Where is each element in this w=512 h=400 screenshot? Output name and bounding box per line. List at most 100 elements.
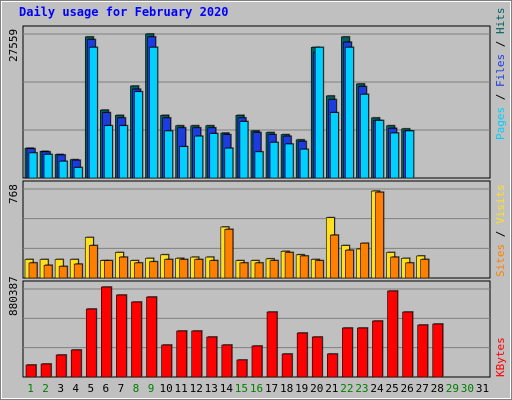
bar-kbytes-day-12 [191, 330, 203, 378]
bar-kbytes-day-21 [326, 353, 338, 378]
x-tick-label-1: 1 [27, 382, 34, 395]
x-tick-label-7: 7 [118, 382, 125, 395]
bar-sites-day-3 [58, 266, 68, 279]
x-tick-label-3: 3 [57, 382, 64, 395]
bar-sites-day-16 [254, 262, 264, 279]
bar-pages-day-17 [269, 142, 279, 179]
bar-sites-day-15 [239, 262, 249, 279]
x-tick-label-9: 9 [148, 382, 155, 395]
legend-pages-files-hits: Pages / Files / Hits [494, 8, 507, 141]
x-tick-label-27: 27 [416, 382, 429, 395]
bar-kbytes-day-7 [116, 294, 127, 378]
bar-sites-day-7 [119, 256, 128, 279]
bar-sites-day-12 [194, 259, 204, 279]
x-tick-label-22: 22 [340, 382, 353, 395]
x-tick-label-8: 8 [133, 382, 140, 395]
bar-kbytes-day-3 [55, 354, 67, 378]
x-tick-label-23: 23 [355, 382, 368, 395]
x-tick-label-18: 18 [280, 382, 293, 395]
bar-kbytes-day-27 [417, 324, 428, 378]
bar-pages-day-1 [28, 152, 38, 179]
bar-sites-day-25 [390, 256, 399, 279]
bar-kbytes-day-11 [176, 330, 187, 378]
bar-pages-day-4 [73, 167, 83, 179]
legend-files: Files [494, 53, 507, 87]
bar-pages-day-10 [164, 130, 173, 179]
bar-pages-day-14 [224, 147, 234, 179]
bar-kbytes-day-14 [221, 344, 233, 378]
bar-kbytes-day-1 [25, 364, 37, 378]
bar-sites-day-9 [149, 261, 158, 279]
bar-sites-day-13 [209, 260, 219, 279]
panel-2-ymax-label: 768 [7, 184, 20, 204]
bar-pages-day-23 [360, 94, 369, 179]
bar-kbytes-day-19 [296, 332, 308, 378]
legend-separator: / [494, 34, 507, 54]
legend-kbytes: KBytes [494, 337, 507, 377]
bar-kbytes-day-22 [342, 327, 353, 378]
x-tick-label-30: 30 [461, 382, 474, 395]
chart-title: Daily usage for February 2020 [19, 5, 229, 19]
x-tick-label-15: 15 [235, 382, 248, 395]
legend-pages: Pages [494, 106, 507, 140]
x-tick-label-2: 2 [42, 382, 49, 395]
x-tick-label-10: 10 [159, 382, 172, 395]
bar-pages-day-19 [299, 148, 309, 179]
x-tick-label-26: 26 [401, 382, 414, 395]
bar-pages-day-13 [209, 133, 219, 179]
bar-kbytes-day-17 [266, 311, 278, 378]
bar-kbytes-day-13 [206, 336, 218, 378]
x-tick-label-25: 25 [385, 382, 398, 395]
x-tick-label-16: 16 [250, 382, 263, 395]
bar-sites-day-8 [134, 262, 143, 279]
bar-pages-day-3 [58, 160, 68, 179]
bar-pages-day-24 [375, 120, 384, 179]
bar-kbytes-day-2 [40, 363, 52, 378]
x-tick-label-24: 24 [370, 382, 384, 395]
bar-pages-day-2 [43, 154, 53, 179]
bar-kbytes-day-28 [432, 323, 444, 378]
bar-pages-day-22 [345, 47, 354, 179]
bar-kbytes-day-8 [131, 301, 142, 378]
bar-kbytes-day-6 [101, 286, 112, 378]
bar-pages-day-6 [104, 125, 113, 179]
bar-kbytes-day-16 [251, 345, 263, 378]
bar-pages-day-16 [254, 151, 264, 179]
bar-kbytes-day-10 [161, 344, 172, 378]
bar-kbytes-day-26 [402, 311, 413, 378]
bar-pages-day-21 [329, 112, 339, 179]
bar-kbytes-day-15 [236, 359, 248, 378]
x-tick-label-4: 4 [72, 382, 79, 395]
bar-kbytes-day-9 [146, 296, 157, 378]
bar-kbytes-day-5 [85, 308, 97, 378]
legend-separator: / [494, 87, 507, 107]
bar-sites-day-2 [43, 264, 53, 279]
x-tick-label-13: 13 [205, 382, 218, 395]
bar-pages-day-8 [134, 91, 143, 179]
legend-sites-visits: Sites / Visits [494, 184, 507, 277]
bar-sites-day-26 [405, 262, 414, 279]
x-tick-label-31: 31 [476, 382, 489, 395]
panel-1-ymax-label: 27559 [7, 29, 20, 62]
bar-sites-day-1 [28, 262, 38, 279]
bar-pages-day-12 [194, 135, 204, 179]
x-tick-label-21: 21 [325, 382, 338, 395]
bar-sites-day-17 [269, 260, 279, 279]
bar-pages-day-25 [390, 132, 399, 179]
x-tick-label-17: 17 [265, 382, 278, 395]
bar-pages-day-26 [405, 130, 414, 179]
bar-sites-day-4 [73, 263, 83, 279]
x-tick-label-20: 20 [310, 382, 323, 395]
legend-hits: Hits [494, 7, 507, 35]
bar-kbytes-day-18 [281, 353, 293, 378]
bar-pages-day-18 [284, 143, 294, 179]
bar-pages-day-11 [179, 146, 188, 179]
bar-sites-day-6 [104, 260, 113, 279]
x-tick-label-28: 28 [431, 382, 444, 395]
bar-pages-day-9 [149, 47, 158, 179]
bar-kbytes-day-20 [311, 336, 323, 378]
x-tick-label-14: 14 [220, 382, 234, 395]
legend-visits: Visits [494, 184, 507, 224]
bar-kbytes-day-24 [372, 320, 383, 378]
